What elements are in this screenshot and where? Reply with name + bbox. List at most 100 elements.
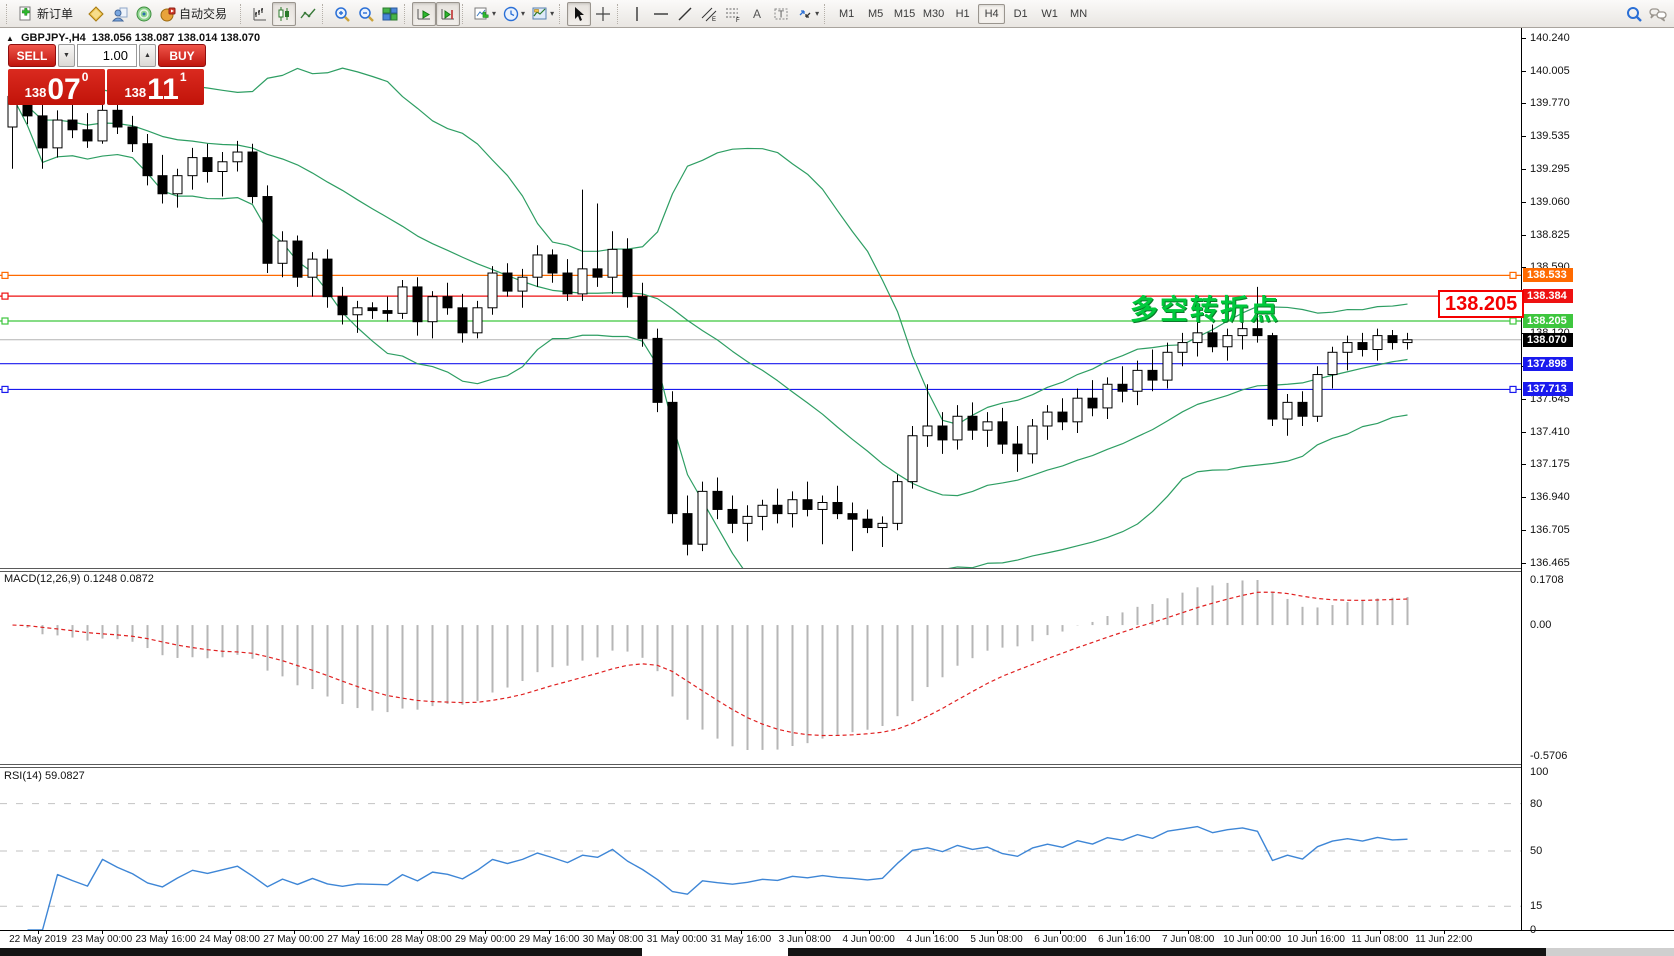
- crosshair-tool-button[interactable]: [591, 2, 615, 26]
- price-tick-label: 136.465: [1530, 556, 1570, 569]
- tf-button-w1[interactable]: W1: [1041, 7, 1058, 20]
- indicators-button[interactable]: ▾: [470, 2, 499, 26]
- arrows-tool-button[interactable]: ▾: [793, 2, 822, 26]
- line-chart-button[interactable]: [296, 2, 320, 26]
- time-axis-label: 6 Jun 00:00: [1034, 934, 1087, 945]
- price-annotation-box[interactable]: 138.205: [1438, 290, 1525, 318]
- tf-button-m1[interactable]: M1: [838, 7, 855, 20]
- pane-divider[interactable]: [0, 764, 1521, 768]
- text-label-tool-button[interactable]: T: [769, 2, 793, 26]
- price-tick-label: 138.825: [1530, 228, 1570, 241]
- time-tick-mark: [740, 931, 742, 934]
- candlestick-chart-button[interactable]: [272, 1, 297, 26]
- time-tick-mark: [101, 931, 103, 934]
- horizontal-line-icon: [654, 12, 669, 15]
- profiles-button[interactable]: [108, 2, 132, 26]
- signals-button[interactable]: [132, 2, 156, 26]
- time-tick-mark: [38, 931, 39, 934]
- buy-price-tile[interactable]: 138 11 1: [107, 69, 204, 105]
- volume-increase-button[interactable]: ▲: [139, 44, 156, 67]
- templates-button[interactable]: ▾: [528, 2, 557, 26]
- time-tick-mark: [804, 931, 806, 934]
- trendline-icon: [678, 7, 692, 20]
- price-tick-label: 139.535: [1530, 130, 1570, 143]
- price-axis[interactable]: 140.240 140.005 139.770 139.535 139.295 139.0…: [1521, 28, 1674, 936]
- chevron-down-icon: ▾: [550, 9, 555, 18]
- periods-button[interactable]: ▾: [499, 2, 528, 26]
- auto-scroll-button[interactable]: [412, 1, 437, 26]
- indicators-add-icon: [474, 7, 489, 19]
- price-tick-label: 140.240: [1530, 32, 1570, 44]
- price-tick-mark: [1521, 103, 1526, 105]
- new-order-button[interactable]: 新订单: [14, 2, 84, 26]
- tf-button-h1[interactable]: H1: [955, 7, 970, 20]
- time-axis-label: 5 Jun 08:00: [970, 934, 1023, 945]
- chart-annotation-text[interactable]: 多空转折点: [1130, 294, 1281, 325]
- pane-divider[interactable]: [0, 568, 1521, 572]
- rsi-pane[interactable]: [0, 768, 1521, 930]
- time-tick-mark: [1443, 931, 1445, 934]
- time-axis-label: 7 Jun 08:00: [1162, 934, 1215, 945]
- vertical-line-tool-button[interactable]: [625, 2, 649, 26]
- time-tick-mark: [1252, 931, 1254, 934]
- time-tick-mark: [549, 931, 551, 934]
- trendline-tool-button[interactable]: [673, 2, 697, 26]
- time-axis-label: 11 Jun 08:00: [1351, 934, 1409, 945]
- tf-button-h4[interactable]: H4: [978, 3, 1006, 24]
- rsi-axis-label: 15: [1530, 900, 1543, 913]
- symbol-collapse-icon[interactable]: ▲: [6, 34, 14, 43]
- price-tick-mark: [1521, 38, 1526, 39]
- fibonacci-tool-button[interactable]: F: [721, 2, 745, 26]
- sell-button[interactable]: SELL: [8, 44, 56, 67]
- volume-decrease-button[interactable]: ▼: [58, 44, 75, 67]
- axis-border: [1521, 28, 1522, 948]
- rsi-axis-label: 50: [1530, 845, 1543, 857]
- rsi-axis-label: 80: [1530, 797, 1543, 810]
- tf-button-m5[interactable]: M5: [867, 7, 884, 20]
- new-order-icon: [19, 6, 31, 20]
- macd-pane[interactable]: [0, 572, 1521, 764]
- macd-label: MACD(12,26,9) 0.1248 0.0872: [4, 573, 154, 585]
- tf-button-m15[interactable]: M15: [893, 7, 916, 20]
- channel-tool-button[interactable]: E: [697, 2, 721, 26]
- sell-price-tile[interactable]: 138 07 0: [8, 69, 105, 105]
- buy-price-sup: 1: [179, 70, 187, 84]
- hline-price-badge: 138.384: [1523, 289, 1573, 304]
- buy-price-prefix: 138: [124, 85, 147, 100]
- tf-button-d1[interactable]: D1: [1013, 7, 1028, 20]
- toolbar-grip: [462, 3, 466, 24]
- chevron-down-icon: ▾: [815, 9, 820, 18]
- time-axis[interactable]: 22 May 2019 23 May 00:00 23 May 16:00 24 Ma…: [0, 930, 1674, 948]
- chat-button[interactable]: [1646, 2, 1670, 26]
- price-tick-mark: [1521, 398, 1526, 400]
- horizontal-line-tool-button[interactable]: [649, 2, 673, 26]
- bottom-strip[interactable]: [0, 948, 1674, 956]
- zoom-in-button[interactable]: [330, 2, 354, 26]
- volume-input[interactable]: [77, 44, 137, 67]
- hline-price-badge: 138.533: [1523, 268, 1573, 283]
- chart-shift-button[interactable]: [436, 1, 461, 26]
- chevron-down-icon: ▾: [492, 9, 497, 18]
- new-chart-button[interactable]: [84, 2, 108, 26]
- auto-trading-button[interactable]: 自动交易: [156, 2, 238, 26]
- zoom-out-button[interactable]: [354, 2, 378, 26]
- main-chart-pane[interactable]: [0, 28, 1521, 568]
- candlestick-chart-icon: [278, 6, 290, 21]
- text-tool-button[interactable]: A: [745, 2, 769, 26]
- bar-chart-button[interactable]: [248, 2, 272, 26]
- search-button[interactable]: [1622, 2, 1646, 26]
- toolbar-grip: [617, 3, 621, 24]
- tile-windows-button[interactable]: [378, 2, 402, 26]
- time-axis-label: 23 May 16:00: [135, 934, 197, 945]
- buy-button[interactable]: BUY: [158, 44, 206, 67]
- svg-text:E: E: [712, 17, 716, 23]
- macd-axis-label: 0.00: [1530, 619, 1552, 632]
- sell-price-prefix: 138: [24, 85, 47, 100]
- zoom-out-icon: [359, 6, 374, 22]
- price-tick-label: 139.060: [1530, 196, 1570, 209]
- tf-button-mn[interactable]: MN: [1070, 7, 1088, 20]
- cursor-tool-button[interactable]: [567, 1, 592, 26]
- time-axis-label: 11 Jun 22:00: [1415, 934, 1473, 945]
- tf-button-m30[interactable]: M30: [922, 7, 945, 20]
- arrows-icon: [799, 9, 811, 18]
